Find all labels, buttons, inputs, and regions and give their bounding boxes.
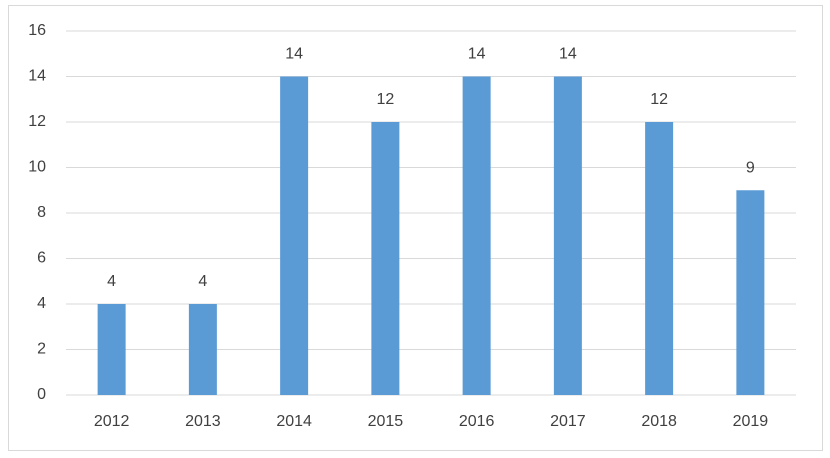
data-label: 4 [107, 273, 116, 290]
x-tick-label: 2012 [94, 413, 130, 430]
x-tick-label: 2019 [733, 413, 769, 430]
data-label: 14 [559, 46, 577, 63]
bar [645, 122, 674, 395]
x-tick-label: 2013 [185, 413, 221, 430]
data-label: 14 [468, 46, 486, 63]
bar [553, 76, 582, 395]
x-tick-label: 2015 [368, 413, 404, 430]
y-tick-label: 6 [37, 250, 46, 267]
data-label: 14 [285, 46, 303, 63]
bar [97, 304, 126, 395]
bar [462, 76, 491, 395]
data-label: 4 [198, 273, 207, 290]
chart-border [8, 5, 823, 451]
data-label: 9 [746, 159, 755, 176]
x-tick-label: 2018 [641, 413, 677, 430]
y-tick-label: 12 [28, 113, 46, 130]
bar [736, 190, 765, 395]
data-label: 12 [650, 91, 668, 108]
y-tick-label: 16 [28, 22, 46, 39]
x-tick-label: 2016 [459, 413, 495, 430]
bar [188, 304, 217, 395]
y-tick-label: 0 [37, 386, 46, 403]
x-tick-label: 2014 [276, 413, 312, 430]
y-tick-label: 10 [28, 159, 46, 176]
y-tick-label: 2 [37, 341, 46, 358]
bar [371, 122, 400, 395]
y-tick-label: 4 [37, 295, 46, 312]
y-tick-label: 8 [37, 204, 46, 221]
y-tick-label: 14 [28, 68, 46, 85]
x-tick-label: 2017 [550, 413, 586, 430]
data-label: 12 [376, 91, 394, 108]
bar [280, 76, 309, 395]
